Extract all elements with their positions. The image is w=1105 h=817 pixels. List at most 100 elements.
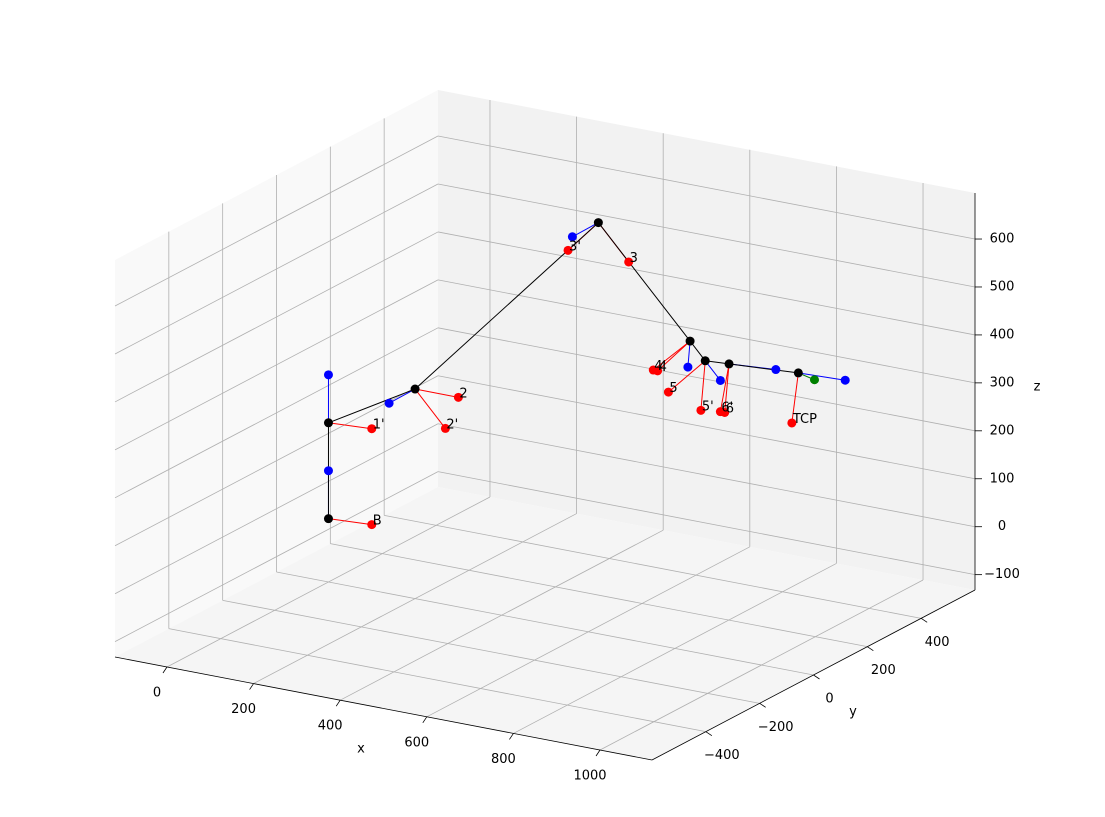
point-label: 2' [446, 417, 458, 432]
grid-line [437, 231, 976, 336]
grid-line [114, 231, 439, 403]
y-tick-label: 400 [925, 635, 950, 650]
frame-point [384, 398, 394, 408]
point-label: 5 [669, 381, 677, 396]
point-label: 1' [373, 418, 385, 433]
point-label: B [373, 514, 382, 529]
y-tick-label: −200 [758, 720, 794, 735]
frame-axis [798, 372, 846, 381]
points [323, 218, 850, 530]
frame-axis [414, 388, 446, 429]
x-tick-label: 800 [491, 752, 516, 767]
tick-mark [920, 618, 928, 623]
x-tick-label: 200 [231, 702, 256, 717]
frame-point [440, 423, 450, 433]
point-label: 4 [659, 360, 667, 375]
point-label: 4' [654, 359, 666, 374]
grid-line [437, 471, 976, 576]
joint [724, 359, 734, 369]
frame-axis [668, 360, 706, 393]
frame-axis [700, 360, 706, 411]
grid [114, 99, 976, 751]
frame-point [720, 407, 730, 417]
frame-axis [791, 372, 799, 424]
x-tick-label: 1000 [573, 769, 606, 784]
grid-line [437, 423, 976, 528]
x-axis-line [114, 656, 653, 761]
frame-point [696, 405, 706, 415]
grid-line [384, 514, 922, 619]
frame-point [567, 232, 577, 242]
grid-line [114, 375, 439, 547]
z-axis-label: z [1034, 380, 1041, 395]
grid-line [114, 423, 439, 595]
tick-mark [335, 699, 341, 707]
frame-point [367, 520, 377, 530]
frame-axis [657, 340, 691, 372]
point-label: 5' [702, 399, 714, 414]
frame-point [653, 366, 663, 376]
point-label: 3' [569, 239, 581, 254]
grid-line [168, 628, 706, 733]
x-tick-label: 0 [153, 685, 161, 700]
tick-mark [759, 703, 766, 708]
grid-line [437, 327, 976, 432]
frame-axis [328, 422, 372, 430]
z-tick-label: 100 [990, 471, 1015, 486]
frame-point [787, 418, 797, 428]
y-tick-label: 0 [825, 692, 833, 707]
joint [410, 384, 420, 394]
tick-mark [422, 716, 428, 724]
frame-point [624, 257, 634, 267]
frame-point [771, 365, 781, 375]
frame-point [563, 245, 573, 255]
grid-line [437, 279, 976, 384]
frame-point [323, 370, 333, 380]
z-tick-label: 600 [990, 232, 1015, 247]
frame-point [840, 375, 850, 385]
pane-y [438, 90, 975, 590]
z-tick-label: 200 [990, 423, 1015, 438]
grid-line [437, 375, 976, 480]
tick-mark [813, 674, 820, 680]
grid-line [330, 543, 868, 648]
y-tick-label: −400 [704, 748, 740, 763]
link [328, 388, 416, 424]
z-tick-label: 0 [998, 519, 1006, 534]
grid-line [114, 183, 439, 355]
tick-mark [867, 646, 874, 651]
y-tick-label: 200 [871, 663, 896, 678]
frame-axis [652, 340, 691, 371]
joint [323, 418, 333, 428]
link [728, 363, 799, 374]
labels: B 1' 2 2' 3' 3 4'45 5' 6'6 TCP [373, 239, 817, 528]
z-tick-label: 400 [990, 327, 1015, 342]
frame-point [367, 424, 377, 434]
joint [793, 368, 803, 378]
frame-axis [719, 363, 730, 412]
joint [323, 514, 333, 524]
grid-line [222, 599, 760, 704]
tick-mark [705, 731, 713, 736]
z-tick-label: −100 [984, 567, 1020, 582]
frame-axis [572, 222, 599, 238]
grid-line [114, 327, 439, 499]
z-tick-label: 500 [990, 279, 1015, 294]
frame-point [663, 387, 673, 397]
frame-axis [388, 388, 416, 404]
frame-point [323, 466, 333, 476]
point-label: 6' [721, 401, 733, 416]
tick-mark [595, 749, 601, 757]
grid-line [114, 279, 439, 451]
joint [685, 336, 695, 346]
point-label: 2 [459, 386, 467, 401]
grid-line [276, 571, 814, 676]
point-label: 6 [726, 401, 734, 416]
frame-point [715, 375, 725, 385]
panes [115, 90, 975, 760]
frame-point [453, 392, 463, 402]
frame-axis [724, 363, 730, 413]
y-axis-line [651, 589, 976, 761]
